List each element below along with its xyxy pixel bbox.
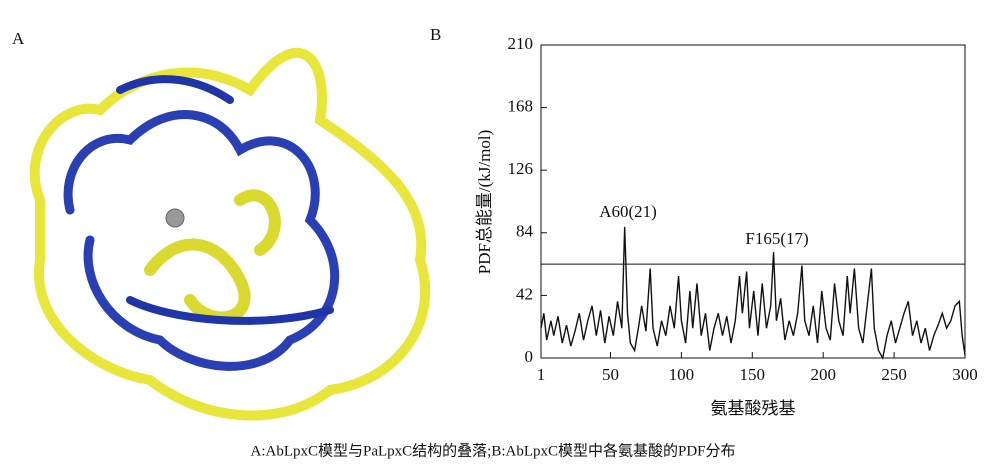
annotation: F165(17)	[745, 229, 808, 248]
ribbon-yellow	[29, 48, 431, 421]
x-tick-label: 250	[881, 365, 907, 384]
y-tick-label: 0	[525, 347, 534, 366]
y-tick-label: 168	[508, 97, 534, 116]
x-tick-label: 150	[740, 365, 766, 384]
y-tick-label: 210	[508, 34, 534, 53]
y-tick-label: 126	[508, 159, 534, 178]
sheet-blue	[116, 75, 334, 325]
x-tick-label: 1	[537, 365, 546, 384]
x-tick-label: 300	[952, 365, 978, 384]
annotation: A60(21)	[599, 202, 657, 221]
data-line	[540, 226, 966, 360]
y-tick-label: 42	[516, 284, 533, 303]
x-tick-label: 100	[669, 365, 695, 384]
x-tick-label: 50	[602, 365, 619, 384]
x-axis-label: 氨基酸残基	[711, 399, 796, 418]
panel-label: A	[12, 29, 25, 48]
caption: A:AbLpxC模型与PaLpxC结构的叠落;B:AbLpxC模型中各氨基酸的P…	[250, 442, 735, 459]
y-axis-label: PDF总能量/(kJ/mol)	[475, 130, 494, 275]
x-tick-label: 200	[810, 365, 836, 384]
panel-label: B	[430, 25, 441, 44]
protein-structure	[29, 48, 431, 421]
y-tick-label: 84	[516, 222, 534, 241]
ribbon-blue	[63, 110, 340, 371]
metal-ion	[165, 208, 185, 228]
plot-frame	[540, 44, 966, 359]
